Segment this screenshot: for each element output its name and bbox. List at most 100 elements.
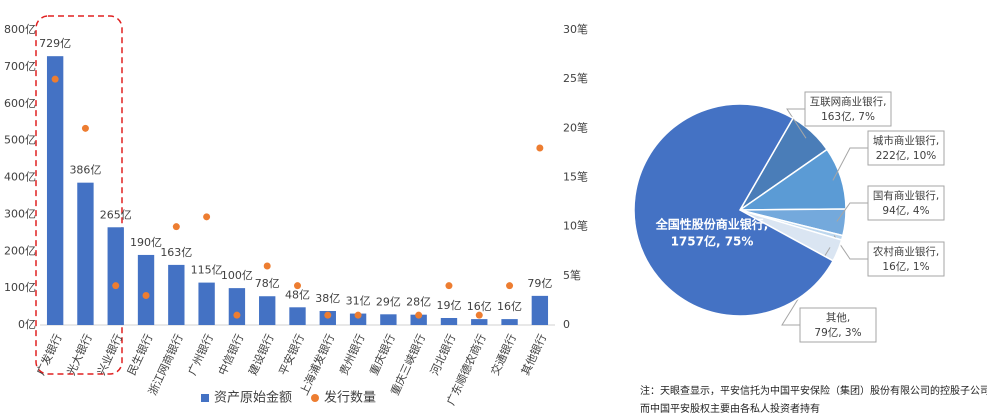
point [506,282,514,290]
legend-label: 资产原始金额 [214,390,292,406]
data-label: 19亿 [436,299,461,312]
data-label: 78亿 [255,277,280,290]
label-box [867,241,945,277]
slice-value-label: 79亿, 3% [814,326,861,339]
bar [77,182,94,325]
data-label: 79亿 [527,277,552,290]
point [536,144,544,152]
y2-tick-label: 10笔 [563,219,588,233]
y-tick-label: 200亿 [4,244,36,257]
x-tick-label: 中信银行 [215,332,246,378]
note: 而中国平安股权主要由各私人投资者持有 [640,402,820,415]
y2-tick-label: 25笔 [563,71,588,85]
bar [107,227,124,325]
data-label: 16亿 [467,300,492,313]
bar [228,288,246,325]
slice-value-label: 1757亿, 75% [671,234,754,249]
label-box [867,130,945,166]
slice-label: 城市商业银行, [873,134,939,147]
data-label: 38亿 [315,292,340,305]
bar [46,56,64,326]
x-tick-label: 其他银行 [518,332,549,378]
y-tick-label: 500亿 [4,134,36,147]
point [475,311,483,319]
y2-tick-label: 20笔 [563,120,588,134]
slice-value-label: 94亿, 4% [882,204,929,217]
point [112,282,120,290]
data-label: 100亿 [221,269,253,282]
y2-tick-label: 0 [563,318,570,331]
data-label: 190亿 [130,236,162,249]
y-tick-label: 100亿 [4,281,36,294]
data-label: 48亿 [285,288,310,301]
point [81,124,89,132]
point [294,282,301,290]
data-label: 28亿 [406,296,431,309]
x-tick-label: 兴业银行 [94,332,125,378]
slice-value-label: 16亿, 1% [882,260,929,273]
point [445,282,453,290]
bar [471,319,488,325]
y-tick-label: 700亿 [4,60,36,73]
slice-label: 国有商业银行, [873,189,939,202]
bar [349,313,367,325]
y-tick-label: 600亿 [4,97,36,110]
bar [168,264,185,325]
slice-label: 其他, [826,311,850,324]
x-tick-label: 贵州银行 [336,332,367,378]
y2-tick-label: 5笔 [563,268,581,282]
x-tick-label: 广发银行 [33,332,64,378]
note: 注：天眼查显示，平安信托为中国平安保险（集团）股份有限公司的控股子公司， [640,384,987,397]
point [354,311,362,319]
bar [259,296,276,325]
point [172,223,180,231]
slice-value-label: 163亿, 7% [821,110,875,123]
point [415,311,423,319]
x-tick-label: 民生银行 [124,332,155,378]
slice-label: 互联网商业银行, [810,95,887,108]
bar [137,254,155,325]
leader-line [832,147,868,181]
point [324,311,332,319]
bar [380,314,397,325]
leader-line [836,202,868,222]
y-tick-label: 800亿 [4,23,36,36]
x-tick-label: 河北银行 [427,332,458,378]
legend-label: 发行数量 [324,390,376,406]
x-tick-label: 平安银行 [276,332,307,378]
bar [501,319,518,325]
slice [633,103,835,317]
point [263,262,271,270]
data-label: 265亿 [100,208,132,221]
bar [440,317,458,325]
label-box [799,307,877,343]
data-label: 29亿 [376,295,401,308]
y2-tick-label: 15笔 [563,170,588,184]
point [51,75,59,83]
y-tick-label: 300亿 [4,207,36,220]
y-tick-label: 0亿 [18,318,36,331]
bar [289,307,306,325]
x-tick-label: 光大银行 [64,332,95,378]
data-label: 16亿 [497,300,522,313]
point [203,213,211,221]
legend-swatch [201,394,209,402]
data-label: 163亿 [160,246,192,259]
leader-line [786,108,807,139]
data-label: 31亿 [346,295,371,308]
x-tick-label: 广州银行 [185,332,216,378]
x-tick-label: 重庆银行 [367,332,398,378]
slice-label: 全国性股份商业银行, [655,217,769,232]
bar [410,314,427,325]
legend-swatch [311,394,319,402]
label-box [804,91,892,127]
bar [531,295,549,325]
label-box [867,185,945,221]
y2-tick-label: 30笔 [563,22,588,36]
x-tick-label: 交通银行 [488,332,519,378]
data-label: 115亿 [191,264,223,277]
data-label: 729亿 [39,37,71,50]
point [233,311,241,319]
point [142,292,150,299]
